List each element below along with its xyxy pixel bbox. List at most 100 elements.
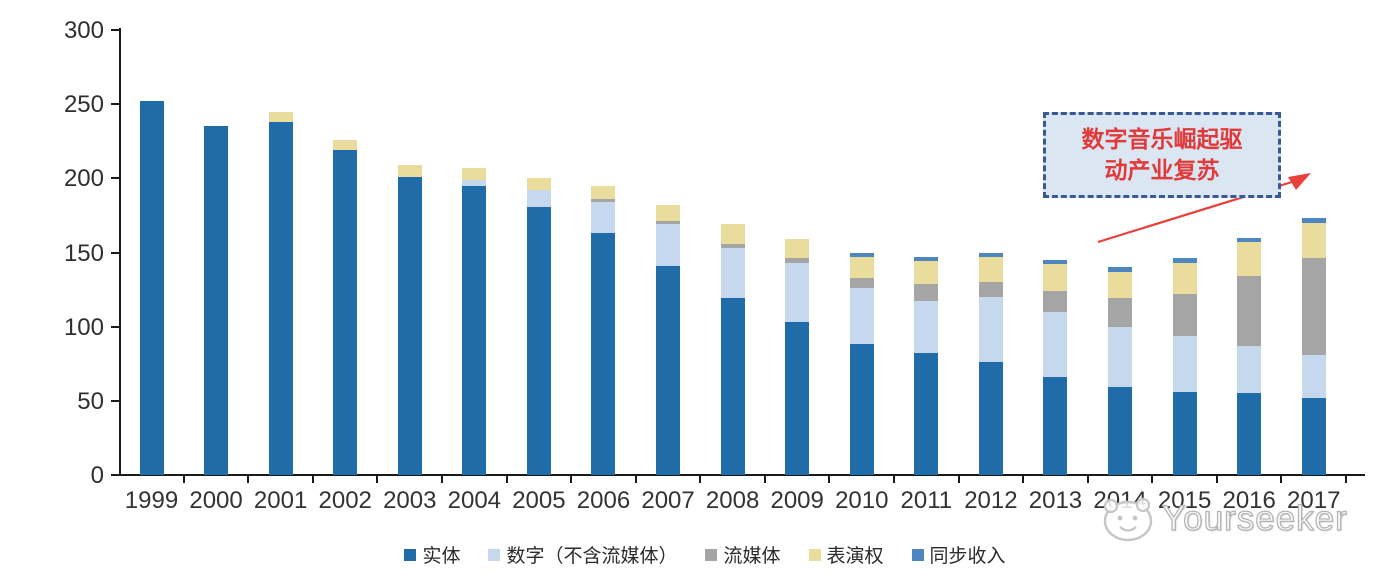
- annotation-text-line1: 数字音乐崛起驱: [1081, 126, 1243, 152]
- bar-segment-sync-2013: [1043, 259, 1068, 265]
- x-tick-label-2007: 2007: [641, 487, 695, 514]
- legend-item-sync: 同步收入: [911, 541, 1006, 568]
- x-tick: [1345, 476, 1348, 483]
- bar-segment-streaming-2007: [656, 221, 681, 225]
- bar-segment-streaming-2006: [591, 199, 616, 203]
- bar-segment-physical-2004: [462, 185, 487, 475]
- bar-segment-performance-rights-2017: [1301, 222, 1326, 259]
- y-tick-label: 200: [63, 165, 104, 193]
- legend-label-physical: 实体: [422, 546, 461, 567]
- y-tick: [111, 399, 119, 402]
- x-tick-label-2009: 2009: [770, 487, 824, 514]
- x-tick-label-2011: 2011: [900, 487, 953, 514]
- bar-segment-sync-2011: [914, 256, 939, 262]
- legend-item-digital-excl-streaming: 数字（不含流媒体）: [488, 541, 677, 568]
- x-tick: [1215, 476, 1218, 483]
- y-tick: [111, 177, 119, 180]
- x-tick: [763, 476, 766, 483]
- bar-segment-physical-2009: [785, 322, 810, 475]
- bar-segment-performance-rights-2006: [591, 185, 616, 200]
- x-tick-label-2017: 2017: [1287, 487, 1341, 514]
- bar-segment-sync-2014: [1108, 267, 1133, 272]
- y-tick-label: 50: [77, 387, 104, 415]
- x-tick: [247, 476, 250, 483]
- legend-swatch-performance-rights: [808, 548, 821, 561]
- annotation-callout: 数字音乐崛起驱 动产业复苏: [1043, 112, 1281, 198]
- x-tick: [1022, 476, 1025, 483]
- y-tick: [111, 29, 119, 31]
- x-tick: [505, 476, 508, 483]
- bar-segment-digital-excl-streaming-2004: [462, 179, 487, 186]
- legend-item-physical: 实体: [404, 541, 460, 568]
- bar-segment-physical-2003: [397, 176, 422, 475]
- legend-label-performance-rights: 表演权: [826, 546, 884, 567]
- x-tick-label-2012: 2012: [964, 487, 1018, 514]
- bar-segment-physical-2002: [333, 150, 358, 475]
- legend-label-digital-excl-streaming: 数字（不含流媒体）: [506, 546, 678, 567]
- annotation-text-line2: 动产业复苏: [1104, 157, 1220, 183]
- y-tick-label: 100: [63, 313, 104, 341]
- bar-segment-streaming-2009: [785, 258, 810, 263]
- bar-segment-digital-excl-streaming-2014: [1108, 326, 1133, 388]
- bar-segment-digital-excl-streaming-2016: [1237, 345, 1262, 394]
- y-tick-label: 150: [63, 239, 104, 267]
- bar-segment-digital-excl-streaming-2006: [591, 202, 616, 234]
- bar-segment-physical-2015: [1172, 391, 1197, 475]
- x-tick: [893, 476, 896, 483]
- bar-segment-performance-rights-2013: [1043, 264, 1068, 292]
- x-tick: [634, 476, 637, 483]
- bar-segment-digital-excl-streaming-2008: [720, 248, 745, 299]
- bar-segment-performance-rights-2005: [526, 178, 551, 191]
- bar-segment-physical-2013: [1043, 377, 1068, 475]
- bar-segment-performance-rights-2002: [333, 139, 358, 151]
- bar-segment-streaming-2015: [1172, 294, 1197, 336]
- y-tick: [111, 103, 119, 106]
- bar-segment-physical-2006: [591, 233, 616, 475]
- legend-item-streaming: 流媒体: [705, 541, 781, 568]
- bar-segment-performance-rights-2016: [1237, 242, 1262, 277]
- x-tick-label-2001: 2001: [253, 487, 308, 514]
- bar-segment-digital-excl-streaming-2013: [1043, 311, 1068, 378]
- x-tick: [570, 476, 573, 483]
- bar-segment-digital-excl-streaming-2009: [785, 262, 810, 323]
- bar-segment-performance-rights-2007: [656, 205, 681, 222]
- bar-segment-digital-excl-streaming-2017: [1301, 354, 1326, 398]
- watermark-text: Yourseeker: [1161, 498, 1348, 538]
- bar-segment-sync-2010: [849, 252, 874, 257]
- bar-segment-physical-1999: [139, 101, 164, 475]
- bar-segment-physical-2017: [1301, 397, 1326, 475]
- x-tick: [1151, 476, 1154, 483]
- bar-segment-streaming-2014: [1108, 298, 1133, 327]
- x-tick-label-2013: 2013: [1028, 487, 1083, 514]
- y-tick: [111, 474, 119, 476]
- x-tick-label-2010: 2010: [835, 487, 889, 514]
- legend-swatch-streaming: [705, 548, 718, 561]
- bar-segment-performance-rights-2008: [720, 224, 745, 244]
- bar-segment-streaming-2017: [1301, 258, 1326, 355]
- x-tick: [1086, 476, 1089, 483]
- legend-swatch-sync: [911, 548, 924, 561]
- x-tick: [957, 476, 960, 483]
- y-tick: [111, 325, 119, 328]
- y-tick-label: 250: [63, 91, 104, 119]
- x-tick-label-2008: 2008: [705, 487, 760, 514]
- x-axis-line: [119, 474, 1365, 476]
- bar-segment-physical-2010: [849, 344, 874, 475]
- bar-segment-digital-excl-streaming-2011: [914, 301, 939, 354]
- legend: 实体 数字（不含流媒体） 流媒体 表演权 同步收入: [120, 541, 1290, 568]
- bar-segment-performance-rights-2012: [978, 256, 1003, 283]
- bar-segment-performance-rights-2014: [1108, 271, 1133, 299]
- legend-item-performance-rights: 表演权: [808, 541, 884, 568]
- x-tick: [441, 476, 444, 483]
- bar-segment-physical-2001: [268, 121, 293, 475]
- bar-segment-digital-excl-streaming-2005: [526, 190, 551, 207]
- x-tick: [699, 476, 702, 483]
- x-tick: [828, 476, 831, 483]
- bar-segment-streaming-2013: [1043, 291, 1068, 312]
- bar-segment-physical-2008: [720, 298, 745, 475]
- bar-segment-streaming-2010: [849, 277, 874, 289]
- bar-segment-streaming-2011: [914, 283, 939, 302]
- bar-segment-sync-2017: [1301, 218, 1326, 223]
- bar-segment-sync-2015: [1172, 258, 1197, 263]
- bar-segment-digital-excl-streaming-2010: [849, 288, 874, 345]
